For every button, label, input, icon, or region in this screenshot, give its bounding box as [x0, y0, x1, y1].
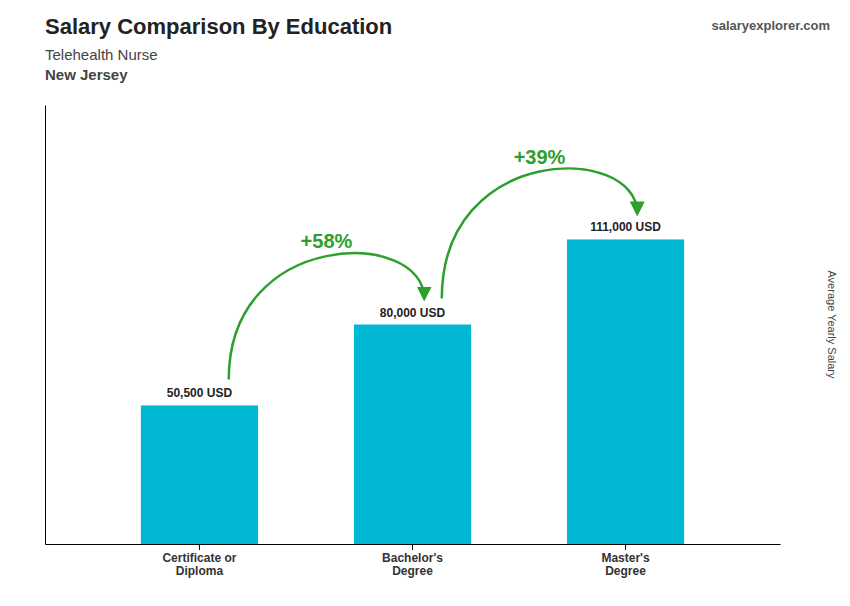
x-axis: Certificate orDiplomaBachelor'sDegreeMas…	[46, 544, 781, 578]
x-tick: Master'sDegree	[601, 544, 650, 578]
x-tick-mark	[412, 544, 413, 550]
x-tick-label-line: Certificate or	[162, 551, 236, 565]
x-tick: Bachelor'sDegree	[382, 544, 443, 578]
x-tick-label: Master'sDegree	[601, 551, 650, 579]
data-labels: 50,500 USD 80,000 USD 111,000 USD	[167, 220, 661, 400]
data-label: 50,500 USD	[167, 386, 233, 400]
bar	[354, 325, 471, 545]
bar	[567, 239, 684, 544]
title: Salary Comparison By Education	[45, 14, 392, 39]
y-axis-line	[45, 106, 46, 545]
subtitle: New Jersey	[45, 66, 128, 83]
x-tick-label-line: Bachelor's	[382, 551, 443, 565]
source: salaryexplorer.com	[711, 18, 830, 33]
x-tick-mark	[625, 544, 626, 550]
x-tick-label: Bachelor'sDegree	[382, 551, 443, 579]
annotation: +39%	[514, 146, 566, 168]
x-tick: Certificate orDiploma	[162, 544, 236, 578]
x-tick-label-line: Degree	[605, 564, 646, 578]
x-tick-label-line: Degree	[392, 564, 433, 578]
bar	[141, 405, 258, 544]
x-tick-label-line: Master's	[601, 551, 650, 565]
x-tick-label-line: Diploma	[176, 564, 224, 578]
arc-arrow	[442, 168, 637, 298]
plot: Certificate orDiplomaBachelor'sDegreeMas…	[46, 106, 781, 579]
bars	[141, 239, 684, 544]
data-label: 80,000 USD	[380, 306, 446, 320]
annotation: +58%	[301, 230, 353, 252]
chart: Salary Comparison By Education Telehealth…	[0, 0, 850, 606]
data-label: 111,000 USD	[590, 220, 661, 234]
y-axis-label: Average Yearly Salary	[826, 270, 838, 379]
y-axis	[45, 106, 46, 545]
arc-arrow	[229, 253, 424, 379]
x-tick-label: Certificate orDiploma	[162, 551, 236, 579]
x-tick-mark	[199, 544, 200, 550]
annotations: +58% +39%	[229, 146, 638, 380]
subtitle: Telehealth Nurse	[45, 46, 158, 63]
